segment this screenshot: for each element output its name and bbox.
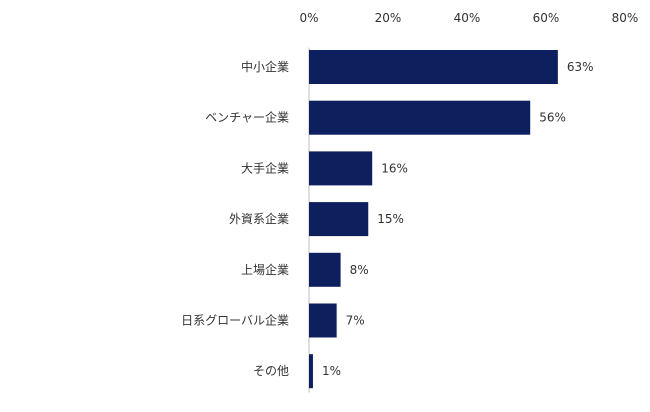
category-label: 外資系企業 xyxy=(229,211,289,226)
bar xyxy=(309,303,337,338)
bar-value-label: 15% xyxy=(377,212,404,226)
category-label: 上場企業 xyxy=(241,262,289,277)
category-label: ベンチャー企業 xyxy=(205,110,289,125)
x-tick-label: 0% xyxy=(299,11,318,25)
bar-value-label: 16% xyxy=(381,161,408,175)
bar-value-label: 63% xyxy=(567,60,594,74)
x-tick-label: 60% xyxy=(533,11,560,25)
bar xyxy=(309,252,341,287)
bar-value-label: 1% xyxy=(322,364,341,378)
bar xyxy=(309,50,558,84)
bar xyxy=(309,202,369,237)
category-label: 日系グローバル企業 xyxy=(181,313,289,328)
bar xyxy=(309,100,531,135)
bar-value-label: 56% xyxy=(539,111,566,125)
category-label: 大手企業 xyxy=(241,160,289,175)
bar xyxy=(309,354,313,389)
x-tick-label: 40% xyxy=(454,11,481,25)
x-tick-label: 20% xyxy=(375,11,402,25)
bars xyxy=(309,50,558,389)
bar-value-label: 8% xyxy=(350,263,369,277)
category-label: その他 xyxy=(253,364,289,378)
category-label: 中小企業 xyxy=(241,59,289,74)
bar xyxy=(309,151,373,186)
value-labels: 63% 56% 16% 15% 8% 7% 1% xyxy=(322,60,594,378)
x-tick-label: 80% xyxy=(612,11,639,25)
x-axis-ticks: 0% 20% 40% 60% 80% xyxy=(299,11,638,25)
bar-value-label: 7% xyxy=(346,314,365,328)
